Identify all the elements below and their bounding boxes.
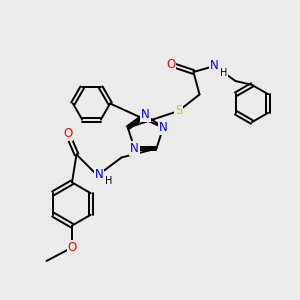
Text: S: S [175,104,182,118]
Text: O: O [68,241,76,254]
Text: N: N [141,108,150,122]
Text: N: N [94,168,103,182]
Text: H: H [220,68,227,78]
Text: N: N [210,59,219,72]
Text: O: O [63,127,72,140]
Text: O: O [167,58,176,71]
Text: N: N [159,121,168,134]
Text: N: N [130,142,139,155]
Text: H: H [105,176,112,187]
